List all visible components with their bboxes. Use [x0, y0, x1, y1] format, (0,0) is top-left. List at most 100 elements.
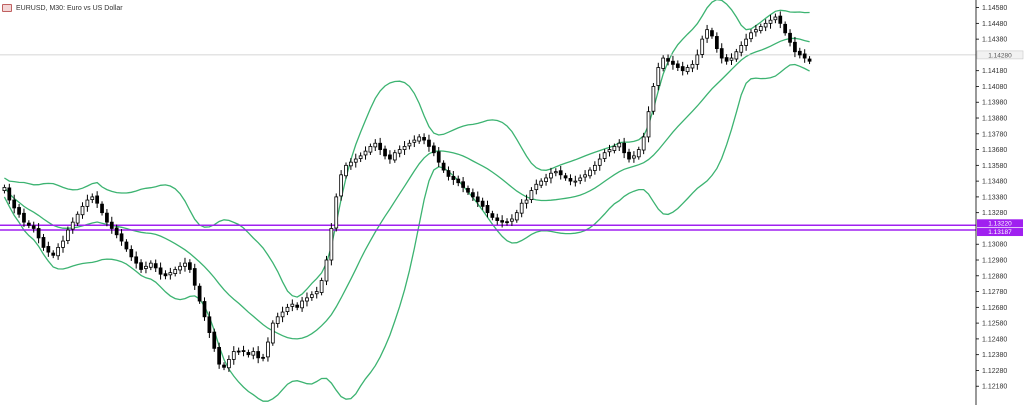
- candle: [256, 346, 261, 364]
- candle: [500, 215, 505, 228]
- candle: [675, 60, 680, 72]
- candle: [441, 160, 446, 173]
- candle: [553, 168, 558, 177]
- chart-title: EURUSD, M30: Euro vs US Dollar: [16, 4, 123, 12]
- candle: [368, 143, 373, 155]
- price-tick-label: 1.13380: [982, 194, 1007, 201]
- candle: [427, 134, 431, 152]
- candle: [744, 33, 748, 51]
- candle: [563, 172, 568, 181]
- candle: [295, 302, 300, 311]
- candle: [109, 216, 114, 234]
- candle: [80, 202, 85, 219]
- candle: [597, 153, 602, 171]
- candle: [26, 220, 31, 229]
- candle: [319, 277, 324, 296]
- candle: [334, 193, 339, 232]
- candle: [105, 209, 109, 227]
- candle: [275, 312, 280, 328]
- candle: [358, 152, 363, 163]
- candle: [778, 11, 783, 29]
- candle: [90, 193, 95, 204]
- candle: [573, 175, 578, 187]
- candle: [148, 260, 153, 271]
- candle: [285, 303, 290, 316]
- candle: [75, 211, 80, 226]
- candle: [100, 201, 104, 216]
- candle: [163, 270, 168, 280]
- candle: [471, 188, 475, 202]
- candle: [12, 194, 17, 214]
- candle: [632, 151, 636, 163]
- candle: [129, 245, 134, 261]
- candle: [636, 146, 641, 160]
- candle: [802, 49, 807, 63]
- candle: [505, 218, 509, 226]
- candle: [373, 139, 378, 151]
- candle: [519, 199, 524, 218]
- chart-header: EURUSD, M30: Euro vs US Dollar: [2, 2, 123, 14]
- candle: [490, 210, 495, 221]
- candle: [773, 13, 778, 24]
- price-tick-label: 1.12180: [982, 384, 1007, 391]
- horizontal-line-price-label: 1.13220: [988, 220, 1012, 227]
- candle: [739, 41, 744, 57]
- candle: [266, 337, 270, 362]
- candle: [124, 239, 129, 252]
- price-tick-label: 1.14580: [982, 5, 1007, 12]
- price-tick-label: 1.14480: [982, 21, 1007, 28]
- price-tick-label: 1.13880: [982, 116, 1007, 123]
- candle: [475, 191, 480, 207]
- candle: [685, 64, 690, 75]
- candle: [305, 292, 309, 307]
- price-tick-label: 1.14180: [982, 68, 1007, 75]
- candle: [31, 221, 36, 233]
- price-tick-label: 1.12380: [982, 352, 1007, 359]
- candle: [539, 178, 544, 189]
- candle: [412, 135, 417, 148]
- candle: [95, 191, 100, 208]
- candle: [251, 347, 256, 360]
- candle: [241, 345, 246, 357]
- candle: [173, 266, 178, 277]
- candle: [534, 179, 539, 195]
- candle: [417, 134, 422, 144]
- candle: [529, 187, 534, 204]
- candle: [661, 55, 666, 72]
- candle: [436, 147, 441, 167]
- candle: [300, 296, 304, 312]
- horizontal-lines[interactable]: 1.13220 1.13187: [0, 219, 1023, 237]
- horizontal-line-price-label: 1.13187: [988, 229, 1012, 236]
- candle: [524, 194, 529, 209]
- candle: [680, 61, 685, 76]
- candle: [119, 229, 124, 246]
- candle: [329, 223, 334, 266]
- price-tick-label: 1.13280: [982, 210, 1007, 217]
- candle: [622, 137, 627, 159]
- candle: [446, 166, 451, 181]
- candle: [46, 241, 51, 257]
- price-tick-label: 1.13780: [982, 131, 1007, 138]
- candle: [85, 194, 90, 212]
- candle: [714, 32, 719, 53]
- candle: [422, 133, 426, 145]
- candle: [61, 235, 65, 253]
- price-tick-label: 1.12580: [982, 321, 1007, 328]
- price-tick-label: 1.14380: [982, 37, 1007, 44]
- candle: [690, 60, 695, 73]
- candle: [407, 139, 412, 150]
- candle: [397, 145, 402, 158]
- bollinger-middle-band: [3, 37, 810, 340]
- candle: [788, 29, 792, 47]
- candle: [451, 171, 456, 185]
- candle: [646, 106, 651, 143]
- candle: [353, 153, 358, 168]
- candle: [392, 149, 397, 163]
- horizontal-line-price-tag: [977, 228, 1023, 237]
- candle: [793, 36, 797, 58]
- candle: [212, 328, 217, 352]
- price-tick-label: 1.12480: [982, 336, 1007, 343]
- candle: [17, 204, 21, 218]
